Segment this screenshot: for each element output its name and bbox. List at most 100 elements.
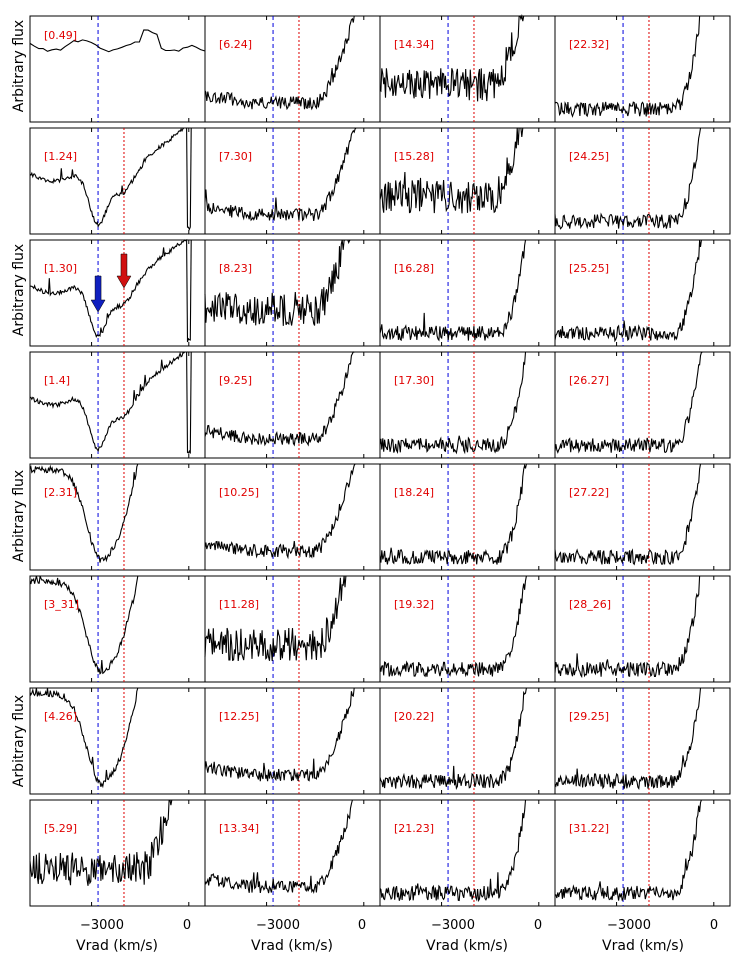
spectrum-panel: [25.25] — [554, 239, 731, 347]
y-axis-label-row-6: Arbitrary flux — [11, 695, 27, 787]
y-axis-label-text: Arbitrary flux — [11, 244, 27, 336]
panel-frame — [204, 15, 381, 123]
panel-epoch-label: [21.23] — [394, 822, 434, 835]
panel-epoch-label: [18.24] — [394, 486, 434, 499]
y-axis-label-text: Arbitrary flux — [11, 695, 27, 787]
panel-frame — [379, 127, 556, 235]
spectrum-panel: [24.25] — [554, 127, 731, 235]
spectrum-panel: [12.25] — [204, 687, 381, 795]
panel-frame — [554, 463, 731, 571]
panel-epoch-label: [24.25] — [569, 150, 609, 163]
spectrum-line — [379, 799, 555, 903]
y-axis-label-row-2: Arbitrary flux — [11, 244, 27, 336]
panel-epoch-label: [19.32] — [394, 598, 434, 611]
panel-epoch-label: [14.34] — [394, 38, 434, 51]
panel-epoch-label: [8.23] — [219, 262, 252, 275]
x-tick-label: −3000 — [607, 918, 651, 933]
spectrum-panel: [1.24] — [29, 127, 206, 235]
panel-epoch-label: [1.4] — [44, 374, 70, 387]
panel-frame — [204, 127, 381, 235]
spectrum-panel: [26.27] — [554, 351, 731, 459]
panel-frame — [379, 463, 556, 571]
spectrum-panel: [29.25] — [554, 687, 731, 795]
spectrum-panel: [28_26] — [554, 575, 731, 683]
panel-frame — [379, 15, 556, 123]
x-tick-label: 0 — [534, 918, 542, 933]
panel-epoch-label: [2.31] — [44, 486, 77, 499]
spectrum-panel: [5.29] — [29, 799, 206, 907]
panel-frame — [554, 575, 731, 683]
panel-frame — [554, 15, 731, 123]
y-axis-label-row-0: Arbitrary flux — [11, 20, 27, 112]
spectrum-line — [29, 29, 206, 53]
panel-epoch-label: [27.22] — [569, 486, 609, 499]
red-arrow-icon — [116, 253, 132, 289]
panel-epoch-label: [17.30] — [394, 374, 434, 387]
spectrum-line — [554, 799, 730, 901]
x-tick-label: −3000 — [256, 918, 300, 933]
y-axis-label-text: Arbitrary flux — [11, 470, 27, 562]
spectrum-line — [379, 351, 555, 455]
spectrum-line — [29, 799, 205, 886]
spectrum-line — [379, 239, 555, 342]
spectrum-panel: [6.24] — [204, 15, 381, 123]
panel-frame — [554, 127, 731, 235]
x-tick-label: 0 — [358, 918, 366, 933]
spectrum-line — [554, 127, 730, 230]
spectrum-line — [379, 463, 555, 565]
y-axis-label-text: Arbitrary flux — [11, 20, 27, 112]
spectrum-panel: [4.26] — [29, 687, 206, 795]
panel-epoch-label: [31.22] — [569, 822, 609, 835]
spectrum-line — [29, 238, 205, 343]
x-tick-label: 0 — [710, 918, 718, 933]
spectrum-panel: [1.4] — [29, 351, 206, 459]
panel-frame — [29, 799, 206, 907]
spectrum-panel: [31.22] — [554, 799, 731, 907]
spectrum-line — [379, 13, 555, 102]
spectrum-panel: [7.30] — [204, 127, 381, 235]
spectrum-line — [204, 15, 380, 111]
spectrum-panel: [11.28] — [204, 575, 381, 683]
panel-epoch-label: [15.28] — [394, 150, 434, 163]
panel-frame — [204, 463, 381, 571]
x-axis-label-col-3: Vrad (km/s) — [602, 938, 684, 954]
spectrum-panel: [0.49] — [29, 15, 206, 123]
x-tick-label: −3000 — [80, 918, 124, 933]
spectrum-panel: [13.34] — [204, 799, 381, 907]
spectrum-panel: [18.24] — [379, 463, 556, 571]
x-tick-label: −3000 — [431, 918, 475, 933]
spectrum-line — [554, 463, 730, 566]
spectrum-panel: [20.22] — [379, 687, 556, 795]
panel-epoch-label: [5.29] — [44, 822, 77, 835]
spectrum-line — [379, 687, 555, 790]
spectrum-line — [204, 351, 380, 447]
spectrum-panel: [14.34] — [379, 13, 556, 123]
spectrum-line — [204, 799, 380, 894]
panel-grid: [0.49] [1.24] [1.30] [1.4] [2.31] [3_31] [4.26… — [29, 13, 731, 907]
spectrum-panel: [17.30] — [379, 351, 556, 459]
spectrum-line — [29, 575, 205, 675]
spectrum-line — [29, 463, 205, 563]
spectrum-panel: [22.32] — [554, 15, 731, 123]
blue-arrow-icon — [90, 275, 106, 313]
spectrum-panel: [27.22] — [554, 463, 731, 571]
spectrum-line — [554, 15, 730, 118]
panel-frame — [29, 463, 206, 571]
spectrum-line — [379, 127, 555, 214]
panel-frame — [554, 239, 731, 347]
spectrum-line — [554, 351, 730, 454]
spectrum-line — [204, 239, 380, 326]
panel-epoch-label: [11.28] — [219, 598, 259, 611]
panel-epoch-label: [20.22] — [394, 710, 434, 723]
panel-epoch-label: [16.28] — [394, 262, 434, 275]
spectrum-panel: [9.25] — [204, 351, 381, 459]
panel-epoch-label: [3_31] — [44, 598, 79, 611]
panel-frame — [379, 687, 556, 795]
spectrum-line — [29, 351, 205, 454]
spectrum-line — [554, 687, 730, 791]
panel-epoch-label: [22.32] — [569, 38, 609, 51]
panel-epoch-label: [12.25] — [219, 710, 259, 723]
panel-frame — [554, 687, 731, 795]
x-axis-label-col-0: Vrad (km/s) — [76, 938, 158, 954]
x-axis-label-col-2: Vrad (km/s) — [426, 938, 508, 954]
